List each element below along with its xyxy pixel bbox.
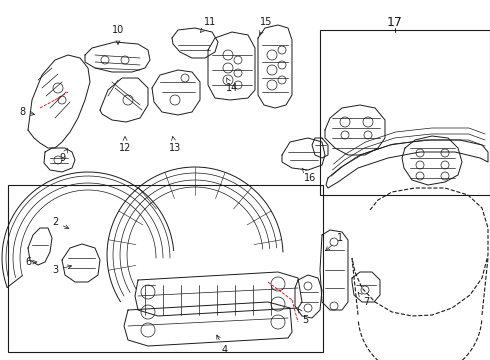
Text: 6: 6 <box>25 257 37 267</box>
Text: 5: 5 <box>298 309 308 325</box>
Text: 16: 16 <box>302 168 316 183</box>
Text: 12: 12 <box>119 136 131 153</box>
Text: 8: 8 <box>19 107 34 117</box>
Bar <box>8 185 323 352</box>
Text: 1: 1 <box>326 233 343 251</box>
Text: 11: 11 <box>200 17 216 32</box>
Text: 10: 10 <box>112 25 124 44</box>
Text: 13: 13 <box>169 136 181 153</box>
Text: 4: 4 <box>217 335 228 355</box>
Text: 3: 3 <box>52 265 72 275</box>
Text: 17: 17 <box>387 15 403 28</box>
Text: 15: 15 <box>260 17 272 35</box>
Text: 14: 14 <box>226 78 238 93</box>
Text: 9: 9 <box>59 149 68 163</box>
Bar <box>320 30 490 195</box>
Text: 7: 7 <box>358 293 369 307</box>
Text: 2: 2 <box>52 217 69 229</box>
